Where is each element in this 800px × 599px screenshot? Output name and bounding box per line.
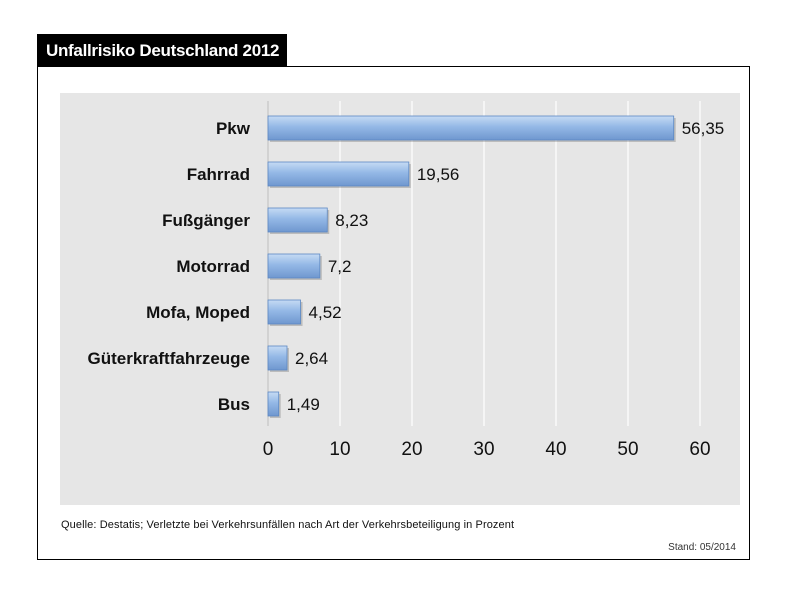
category-label: Bus xyxy=(218,395,250,414)
bar-fahrrad xyxy=(267,161,410,187)
x-tick-label: 60 xyxy=(689,439,710,460)
category-label: Güterkraftfahrzeuge xyxy=(88,349,250,368)
x-tick-label: 0 xyxy=(263,439,274,460)
value-labels: 56,35 19,56 8,23 7,2 4,52 2,64 1,49 xyxy=(287,119,725,414)
bar-pkw xyxy=(267,115,675,141)
x-tick-label: 20 xyxy=(401,439,422,460)
x-tick-label: 30 xyxy=(473,439,494,460)
chart-title: Unfallrisiko Deutschland 2012 xyxy=(37,34,287,67)
bar-güterkraftfahrzeuge xyxy=(267,345,288,371)
x-axis-ticks: 0 10 20 30 40 50 60 xyxy=(263,439,711,460)
category-label: Motorrad xyxy=(176,257,250,276)
source-note: Quelle: Destatis; Verletzte bei Verkehrs… xyxy=(61,519,515,531)
x-tick-label: 10 xyxy=(329,439,350,460)
category-label: Fußgänger xyxy=(162,211,250,230)
bar-mofa-moped xyxy=(267,299,301,325)
category-label: Fahrrad xyxy=(187,165,250,184)
bar-fußgänger xyxy=(267,207,328,233)
gridlines xyxy=(267,101,701,426)
value-label: 56,35 xyxy=(682,119,725,138)
value-label: 2,64 xyxy=(295,349,328,368)
value-label: 7,2 xyxy=(328,257,352,276)
bar-motorrad xyxy=(267,253,321,279)
x-tick-label: 40 xyxy=(545,439,566,460)
category-labels: Pkw Fahrrad Fußgänger Motorrad Mofa, Moped Gü… xyxy=(88,119,251,414)
category-label: Pkw xyxy=(216,119,251,138)
value-label: 1,49 xyxy=(287,395,320,414)
bar-bus xyxy=(267,391,280,417)
bars xyxy=(267,115,676,418)
x-tick-label: 50 xyxy=(617,439,638,460)
stand-date: Stand: 05/2014 xyxy=(668,542,736,553)
value-label: 19,56 xyxy=(417,165,460,184)
value-label: 8,23 xyxy=(335,211,368,230)
category-label: Mofa, Moped xyxy=(146,303,250,322)
value-label: 4,52 xyxy=(309,303,342,322)
